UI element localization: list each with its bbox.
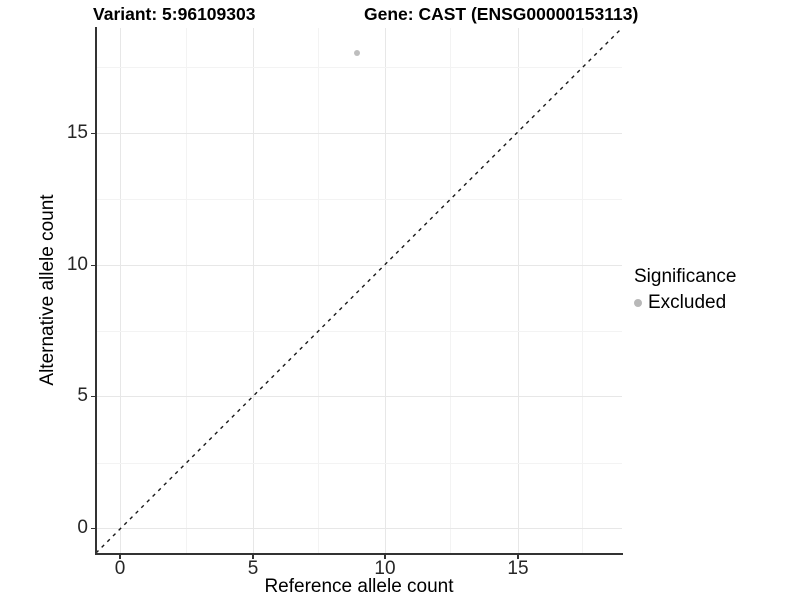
excluded-point-icon: [634, 299, 642, 307]
gridline-v-major: [385, 28, 386, 553]
x-tick-mark: [252, 554, 254, 559]
gridline-h-major: [96, 265, 622, 266]
identity-dashed-line: [96, 28, 622, 553]
y-tick-mark: [90, 264, 95, 266]
y-tick-mark: [90, 527, 95, 529]
gridline-v-major: [518, 28, 519, 553]
gridline-h-minor: [96, 331, 622, 332]
gridline-v-minor: [186, 28, 187, 553]
legend-item-excluded: Excluded: [634, 292, 800, 314]
legend: Significance Excluded: [634, 266, 800, 314]
gridline-v-minor: [582, 28, 583, 553]
gridline-v-major: [120, 28, 121, 553]
gridline-h-minor: [96, 199, 622, 200]
y-tick-label: 10: [66, 254, 88, 275]
legend-title: Significance: [634, 266, 737, 287]
gridline-v-minor: [450, 28, 451, 553]
data-point-excluded: [354, 50, 360, 56]
gridline-h-major: [96, 396, 622, 397]
y-axis-line: [95, 27, 97, 554]
x-axis-title: Reference allele count: [264, 576, 454, 597]
x-tick-mark: [384, 554, 386, 559]
x-tick-label: 10: [374, 558, 396, 579]
x-tick-mark: [517, 554, 519, 559]
gridline-h-minor: [96, 67, 622, 68]
gridline-h-minor: [96, 463, 622, 464]
gridline-h-major: [96, 528, 622, 529]
y-tick-label: 5: [77, 385, 88, 406]
y-axis-title: Alternative allele count: [37, 194, 58, 386]
x-tick-label: 5: [247, 558, 259, 579]
x-axis-line: [95, 553, 623, 555]
x-tick-label: 0: [114, 558, 126, 579]
y-tick-mark: [90, 132, 95, 134]
gridline-v-minor: [318, 28, 319, 553]
x-tick-label: 15: [507, 558, 529, 579]
y-tick-mark: [90, 395, 95, 397]
plot-title-variant: Variant: 5:96109303: [93, 4, 256, 24]
x-tick-mark: [119, 554, 121, 559]
y-tick-label: 15: [66, 122, 88, 143]
plot-title-gene: Gene: CAST (ENSG00000153113): [364, 4, 639, 24]
plot-panel: [96, 28, 622, 553]
legend-item-label: Excluded: [648, 292, 727, 313]
gridline-v-major: [253, 28, 254, 553]
y-tick-label: 0: [77, 517, 88, 538]
gridline-h-major: [96, 133, 622, 134]
